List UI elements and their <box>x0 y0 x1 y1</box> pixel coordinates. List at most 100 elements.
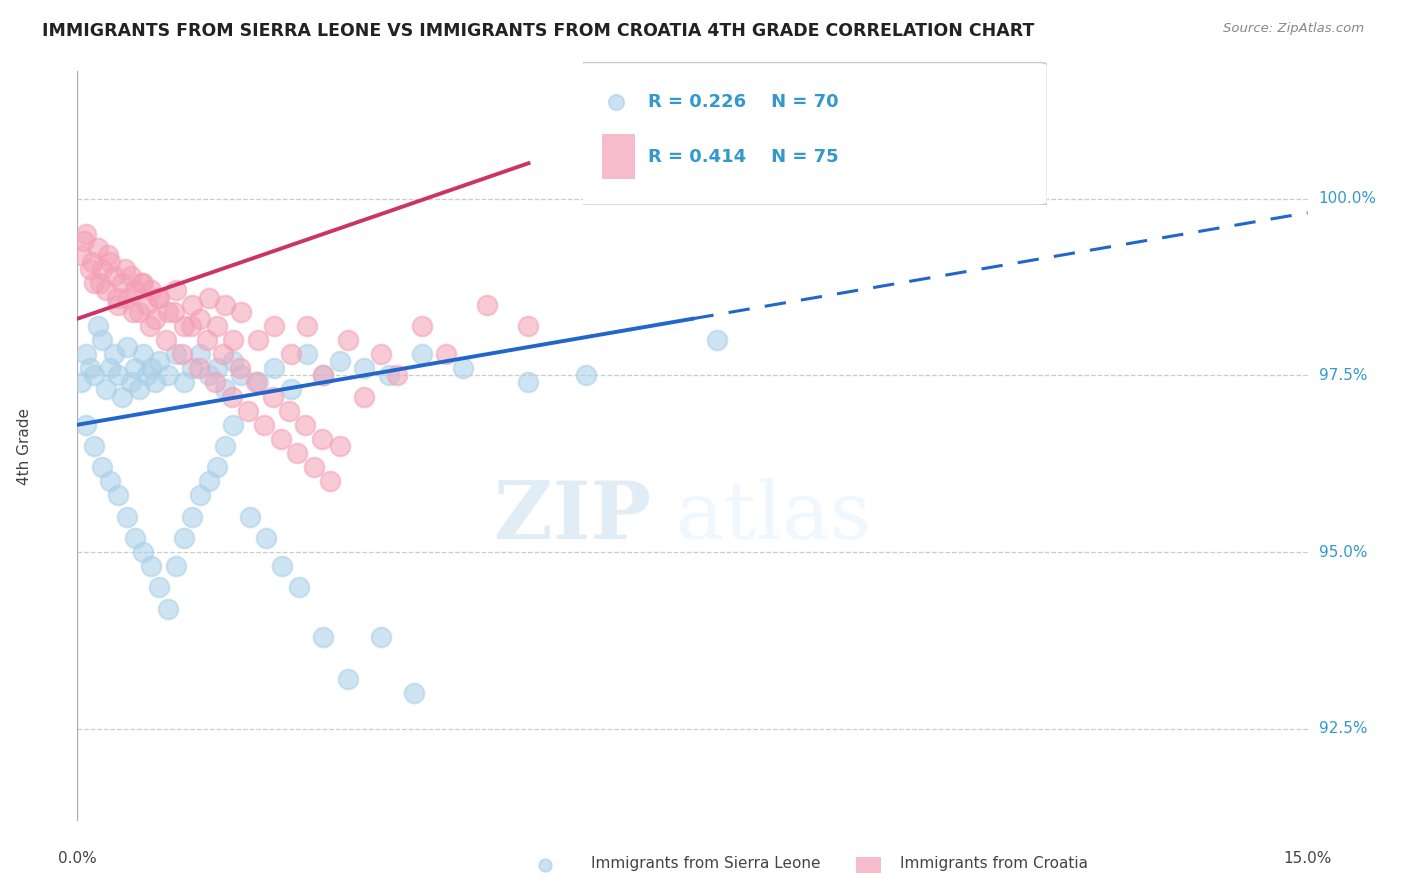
Point <box>89 277 111 291</box>
Point <box>98 361 121 376</box>
Point <box>181 361 204 376</box>
Point <box>353 390 375 404</box>
Point <box>253 417 276 432</box>
Point <box>103 347 125 361</box>
Point <box>214 383 236 397</box>
Point <box>205 460 228 475</box>
Point <box>107 488 129 502</box>
Point <box>105 291 128 305</box>
Point <box>136 368 159 383</box>
Text: 95.0%: 95.0% <box>1319 544 1367 559</box>
Point <box>148 580 170 594</box>
Point <box>188 488 212 502</box>
Point <box>605 95 627 110</box>
Point <box>181 509 204 524</box>
Text: R = 0.226    N = 70: R = 0.226 N = 70 <box>648 94 839 112</box>
Point <box>231 304 253 318</box>
Point <box>378 368 401 383</box>
Point <box>246 333 269 347</box>
Point <box>79 262 101 277</box>
Point <box>75 227 97 241</box>
Point <box>228 361 252 376</box>
Point <box>214 298 236 312</box>
Point <box>79 361 101 376</box>
Point <box>411 347 433 361</box>
Point <box>124 361 146 376</box>
Text: 97.5%: 97.5% <box>1319 368 1367 383</box>
Point <box>120 269 142 284</box>
Point <box>156 368 179 383</box>
Point <box>337 673 360 687</box>
Point <box>311 432 333 446</box>
Point <box>517 318 540 333</box>
Point <box>83 277 105 291</box>
Point <box>90 460 114 475</box>
Point <box>246 376 269 390</box>
Point <box>197 291 219 305</box>
Text: Immigrants from Sierra Leone: Immigrants from Sierra Leone <box>591 856 820 871</box>
Text: 100.0%: 100.0% <box>1319 191 1376 206</box>
Text: 4th Grade: 4th Grade <box>17 408 32 484</box>
Point <box>517 376 540 390</box>
Point <box>285 446 308 460</box>
Point <box>271 559 294 574</box>
Point <box>214 439 236 453</box>
Point <box>451 361 474 376</box>
Point <box>83 439 105 453</box>
Point <box>312 368 335 383</box>
Point <box>73 234 96 248</box>
Point <box>436 347 458 361</box>
Point <box>75 417 97 432</box>
Point <box>165 284 187 298</box>
Point <box>156 304 179 318</box>
Point <box>97 248 120 262</box>
Point <box>83 368 105 383</box>
Point <box>312 630 335 644</box>
Text: ZIP: ZIP <box>495 478 651 556</box>
Text: R = 0.414    N = 75: R = 0.414 N = 75 <box>648 148 839 166</box>
Point <box>337 333 360 347</box>
Point <box>132 347 155 361</box>
Point <box>197 475 219 489</box>
Point <box>128 383 150 397</box>
Point <box>148 354 170 368</box>
Point <box>124 284 146 298</box>
Text: atlas: atlas <box>676 478 872 556</box>
Point <box>181 298 204 312</box>
Point <box>141 559 163 574</box>
Point <box>115 509 138 524</box>
Text: IMMIGRANTS FROM SIERRA LEONE VS IMMIGRANTS FROM CROATIA 4TH GRADE CORRELATION CH: IMMIGRANTS FROM SIERRA LEONE VS IMMIGRAN… <box>42 22 1035 40</box>
Point <box>75 347 97 361</box>
Text: 92.5%: 92.5% <box>1319 722 1367 736</box>
Point <box>98 255 121 269</box>
Point <box>165 347 187 361</box>
Point <box>187 361 209 376</box>
Point <box>148 291 170 305</box>
Point <box>212 347 235 361</box>
Point <box>103 269 125 284</box>
Point <box>205 318 228 333</box>
Point <box>294 417 316 432</box>
Point <box>270 432 292 446</box>
Point <box>280 383 302 397</box>
Point <box>402 686 425 700</box>
Point <box>239 509 262 524</box>
Point <box>115 340 138 354</box>
Point <box>231 368 253 383</box>
Text: Source: ZipAtlas.com: Source: ZipAtlas.com <box>1223 22 1364 36</box>
Text: Immigrants from Croatia: Immigrants from Croatia <box>900 856 1088 871</box>
Point <box>302 460 325 475</box>
Point <box>188 311 212 326</box>
Point <box>90 333 114 347</box>
Point <box>90 262 114 277</box>
Point <box>534 858 557 872</box>
Point <box>222 354 245 368</box>
Point <box>706 333 728 347</box>
Point <box>141 361 163 376</box>
Point <box>82 255 104 269</box>
Point <box>312 368 335 383</box>
Point <box>94 284 117 298</box>
Point <box>132 277 155 291</box>
Text: 0.0%: 0.0% <box>58 851 97 866</box>
Point <box>165 559 187 574</box>
